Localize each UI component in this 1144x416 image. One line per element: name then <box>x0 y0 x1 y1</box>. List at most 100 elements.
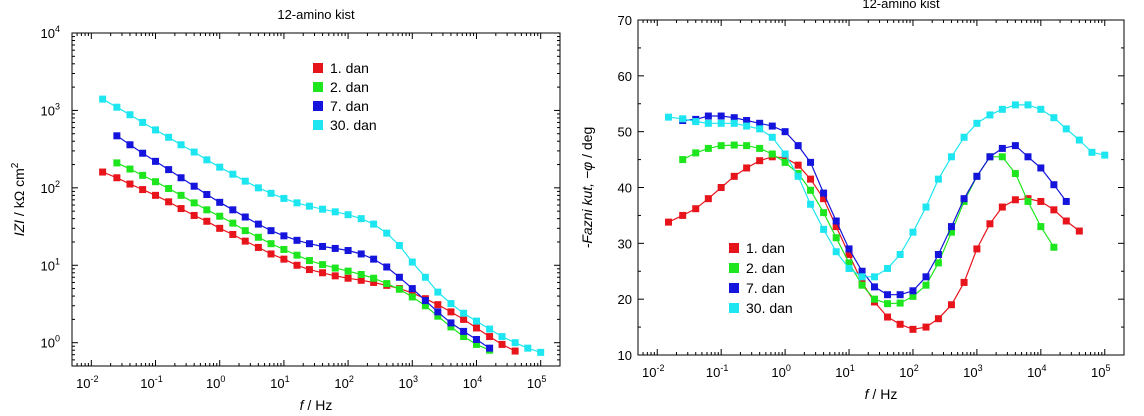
data-point <box>756 157 764 165</box>
data-point <box>743 142 751 150</box>
data-point <box>460 309 468 317</box>
data-point <box>421 302 429 310</box>
data-point <box>190 199 198 207</box>
data-point <box>126 141 134 149</box>
plot-area <box>99 95 545 356</box>
data-point <box>1037 105 1045 113</box>
data-point <box>820 209 828 217</box>
data-point <box>947 223 955 231</box>
x-axis-title: f / Hz <box>865 386 898 402</box>
data-point <box>730 119 738 127</box>
series-7_dan <box>113 132 494 352</box>
data-point <box>665 218 673 226</box>
data-point <box>820 189 828 197</box>
data-point <box>870 273 878 281</box>
y-axis-title: IZI / kΩ cm2 <box>10 162 27 236</box>
data-point <box>845 245 853 253</box>
data-point <box>280 232 288 240</box>
data-point <box>447 323 455 331</box>
data-point <box>434 301 442 309</box>
data-point <box>960 195 968 203</box>
data-point <box>408 289 416 297</box>
data-point <box>293 251 301 259</box>
data-point <box>820 195 828 203</box>
data-point <box>922 203 930 211</box>
data-point <box>421 297 429 305</box>
data-point <box>704 112 712 120</box>
fit-line <box>682 115 1067 296</box>
data-point <box>203 191 211 199</box>
data-point <box>934 315 942 323</box>
data-point <box>845 259 853 267</box>
chart-title: 12-amino kist <box>862 0 940 11</box>
data-point <box>357 270 365 278</box>
data-point <box>177 141 185 149</box>
data-point <box>113 132 121 140</box>
data-point <box>344 274 352 282</box>
data-point <box>139 118 147 126</box>
legend-marker <box>729 243 739 253</box>
data-point <box>832 234 840 242</box>
data-point <box>717 112 725 120</box>
data-point <box>190 211 198 219</box>
data-point <box>241 213 249 221</box>
legend-marker <box>313 63 323 73</box>
data-point <box>305 240 313 248</box>
data-point <box>973 172 981 180</box>
legend-marker <box>313 101 323 111</box>
data-point <box>460 333 468 341</box>
data-point <box>704 119 712 127</box>
data-point <box>267 250 275 258</box>
y-tick-label: 70 <box>618 13 632 28</box>
data-point <box>807 175 815 183</box>
data-point <box>267 240 275 248</box>
data-point <box>99 95 107 103</box>
data-point <box>152 191 160 199</box>
legend-label: 30. dan <box>330 117 377 133</box>
x-tick-label: 104 <box>1027 363 1046 380</box>
data-point <box>692 205 700 213</box>
data-point <box>305 266 313 274</box>
legend-marker <box>729 263 739 273</box>
series-2_dan <box>113 159 494 354</box>
x-tick-label: 10-1 <box>706 363 728 380</box>
x-tick-label: 105 <box>527 374 546 391</box>
data-point <box>679 156 687 164</box>
data-point <box>524 344 532 352</box>
fit-line <box>116 162 490 351</box>
data-point <box>408 293 416 301</box>
data-point <box>1024 153 1032 161</box>
data-point <box>909 325 917 333</box>
y-tick-label: 30 <box>618 236 632 251</box>
data-point <box>177 205 185 213</box>
data-point <box>1011 101 1019 109</box>
data-point <box>998 105 1006 113</box>
y-tick-label: 104 <box>41 24 60 41</box>
x-tick-label: 102 <box>334 374 353 391</box>
data-point <box>807 200 815 208</box>
data-point <box>267 227 275 235</box>
data-point <box>421 273 429 281</box>
data-point <box>254 243 262 251</box>
series-30_dan <box>99 95 545 356</box>
data-point <box>986 220 994 228</box>
data-point <box>395 273 403 281</box>
series-30_dan <box>665 101 1109 281</box>
data-point <box>319 205 327 213</box>
x-tick-label: 101 <box>270 374 289 391</box>
data-point <box>832 217 840 225</box>
data-point <box>845 264 853 272</box>
data-point <box>1075 227 1083 235</box>
legend-label: 2. dan <box>746 260 785 276</box>
data-point <box>229 206 237 214</box>
data-point <box>280 194 288 202</box>
data-point <box>331 244 339 252</box>
data-point <box>756 144 764 152</box>
data-point <box>820 225 828 233</box>
data-point <box>472 324 480 332</box>
data-point <box>807 158 815 166</box>
data-point <box>909 287 917 295</box>
data-point <box>486 325 494 333</box>
data-point <box>357 250 365 258</box>
